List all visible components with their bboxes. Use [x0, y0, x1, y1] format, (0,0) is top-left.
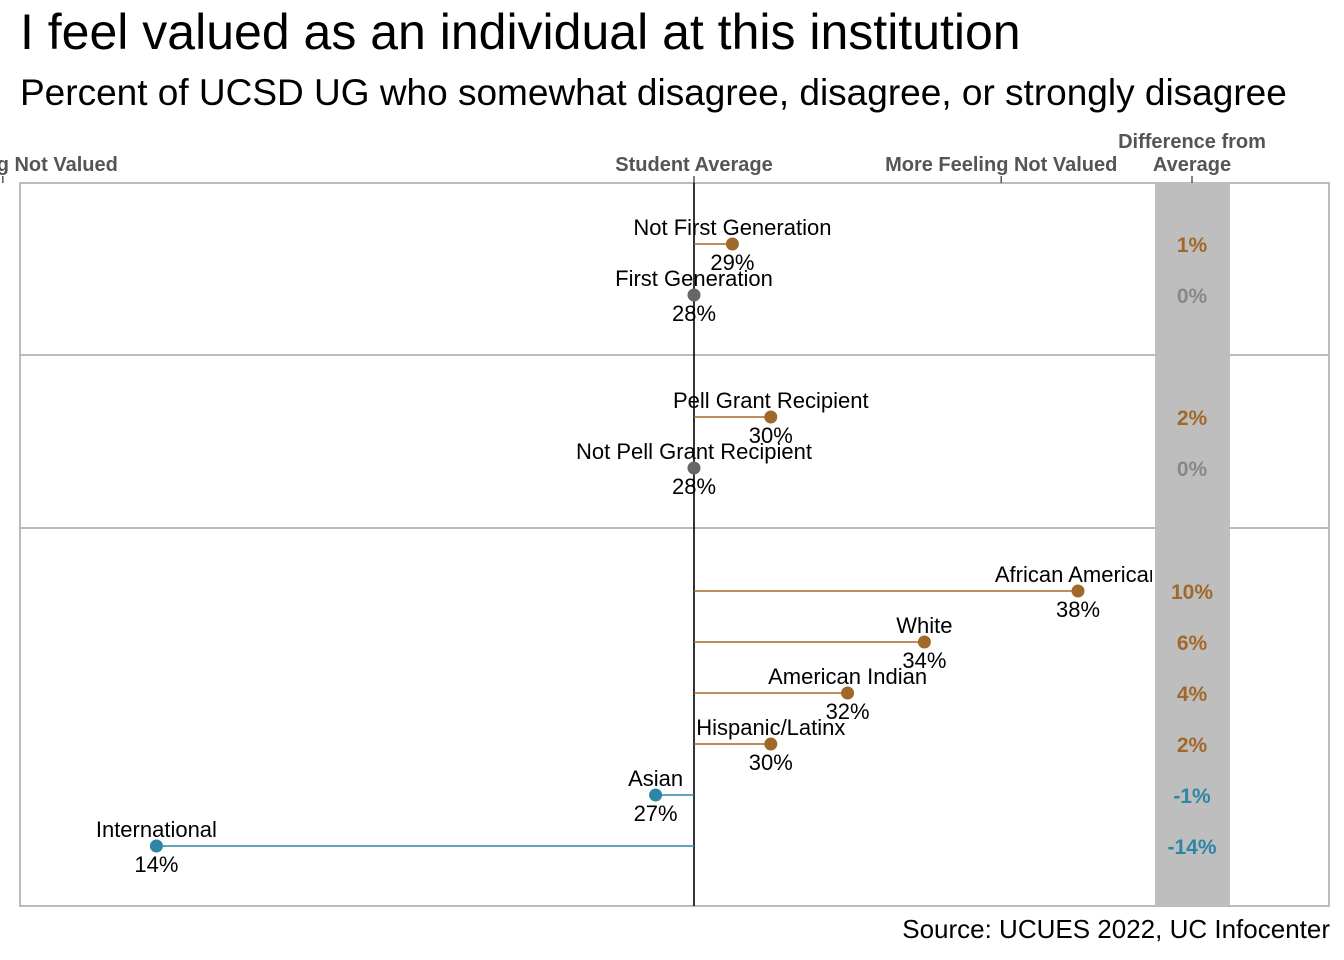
- chart-title: I feel valued as an individual at this i…: [20, 4, 1021, 60]
- panel-3: [19, 527, 1330, 907]
- source-note: Source: UCUES 2022, UC Infocenter: [902, 914, 1330, 944]
- dot-asian: [649, 788, 663, 802]
- value-label-not-pell-grant-recipient: 28%: [672, 474, 716, 499]
- diff-header-line2: Average: [1153, 154, 1231, 176]
- dot-not-first-generation: [725, 237, 739, 251]
- value-label-white: 34%: [902, 648, 946, 673]
- dot-pell-grant-recipient: [764, 410, 778, 424]
- diff-label-not-first-generation: 1%: [1177, 234, 1208, 257]
- diff-label-pell-grant-recipient: 2%: [1177, 407, 1208, 430]
- dot-first-generation: [687, 288, 701, 302]
- dot-american-indian: [841, 686, 855, 700]
- difference-column: [1155, 183, 1230, 906]
- value-label-asian: 27%: [634, 801, 678, 826]
- dot-white: [917, 635, 931, 649]
- row-label-not-first-generation: Not First Generation: [633, 215, 831, 240]
- row-label-african-american: African American: [995, 562, 1161, 587]
- diff-label-international: -14%: [1167, 836, 1216, 859]
- value-label-hispanic-latinx: 30%: [749, 750, 793, 775]
- dot-african-american: [1071, 584, 1085, 598]
- value-label-international: 14%: [134, 852, 178, 877]
- value-label-american-indian: 32%: [826, 699, 870, 724]
- diff-label-first-generation: 0%: [1177, 285, 1208, 308]
- row-label-hispanic-latinx: Hispanic/Latinx: [696, 715, 845, 740]
- value-label-pell-grant-recipient: 30%: [749, 423, 793, 448]
- chart-subtitle: Percent of UCSD UG who somewhat disagree…: [20, 72, 1287, 113]
- dot-international: [149, 839, 163, 853]
- value-label-not-first-generation: 29%: [710, 250, 754, 275]
- dot-hispanic-latinx: [764, 737, 778, 751]
- diff-label-white: 6%: [1177, 632, 1208, 655]
- row-label-first-generation: First Generation: [615, 266, 773, 291]
- row-label-american-indian: American Indian: [768, 664, 927, 689]
- diff-label-not-pell-grant-recipient: 0%: [1177, 458, 1208, 481]
- axis-label-less: Less Feeling Not Valued: [0, 154, 118, 176]
- row-label-international: International: [96, 817, 217, 842]
- row-label-white: White: [896, 613, 952, 638]
- row-label-asian: Asian: [628, 766, 683, 791]
- diff-label-asian: -1%: [1173, 785, 1211, 808]
- row-label-pell-grant-recipient: Pell Grant Recipient: [673, 388, 869, 413]
- axis-label-more: More Feeling Not Valued: [885, 154, 1117, 176]
- diff-label-african-american: 10%: [1171, 581, 1213, 604]
- row-label-not-pell-grant-recipient: Not Pell Grant Recipient: [576, 439, 812, 464]
- dot-not-pell-grant-recipient: [687, 461, 701, 475]
- axis-label-average: Student Average: [615, 154, 772, 176]
- value-label-african-american: 38%: [1056, 597, 1100, 622]
- diff-label-hispanic-latinx: 2%: [1177, 734, 1208, 757]
- diff-label-american-indian: 4%: [1177, 683, 1208, 706]
- diff-header-line1: Difference from: [1118, 131, 1266, 153]
- value-label-first-generation: 28%: [672, 301, 716, 326]
